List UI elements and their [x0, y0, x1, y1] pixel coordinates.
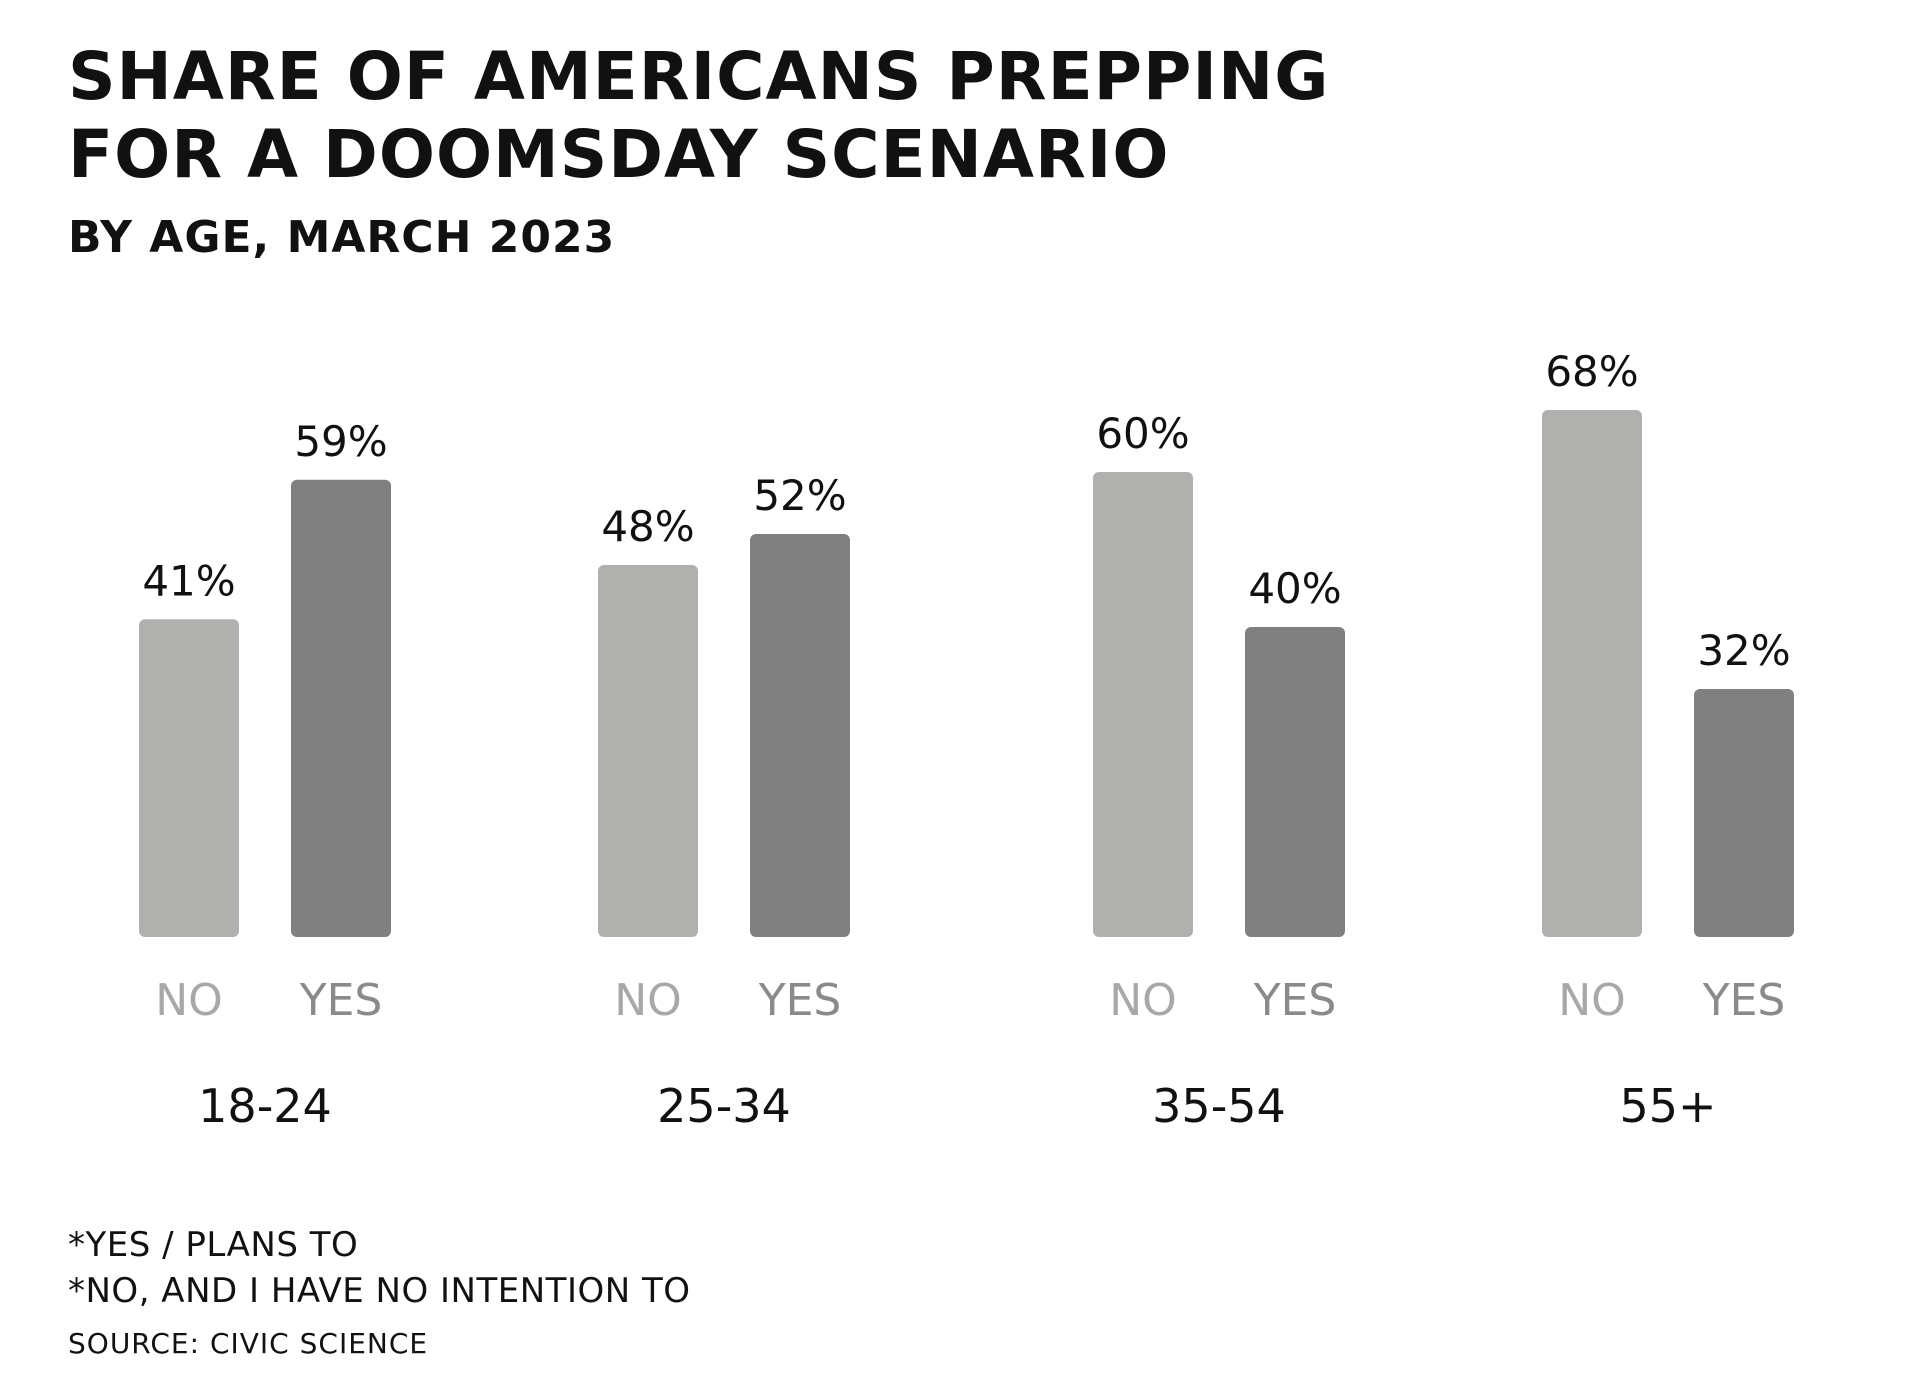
bar-yes-25-34	[750, 534, 850, 937]
chart-title: SHARE OF AMERICANS PREPPING FOR A DOOMSD…	[68, 38, 1330, 193]
series-label-yes-18-24: YES	[299, 975, 383, 1026]
series-label-no-25-34: NO	[614, 975, 682, 1026]
bar-no-55+	[1542, 410, 1642, 937]
data-label-yes-25-34: 52%	[753, 471, 846, 520]
footnotes: *YES / PLANS TO *NO, AND I HAVE NO INTEN…	[68, 1222, 691, 1314]
series-label-no-35-54: NO	[1109, 975, 1177, 1026]
bar-yes-35-54	[1245, 627, 1345, 937]
data-label-no-55+: 68%	[1545, 347, 1638, 396]
series-label-no-55+: NO	[1558, 975, 1626, 1026]
category-label-55+: 55+	[1619, 1079, 1716, 1133]
category-label-25-34: 25-34	[657, 1079, 791, 1133]
series-label-yes-55+: YES	[1702, 975, 1786, 1026]
series-label-no-18-24: NO	[155, 975, 223, 1026]
data-label-yes-35-54: 40%	[1248, 564, 1341, 613]
data-label-no-25-34: 48%	[601, 502, 694, 551]
chart-subtitle: BY AGE, MARCH 2023	[68, 212, 616, 263]
category-label-18-24: 18-24	[198, 1079, 332, 1133]
category-label-35-54: 35-54	[1152, 1079, 1286, 1133]
series-label-yes-25-34: YES	[758, 975, 842, 1026]
footnote-yes: *YES / PLANS TO	[68, 1225, 359, 1265]
footnote-no: *NO, AND I HAVE NO INTENTION TO	[68, 1271, 691, 1311]
data-label-no-18-24: 41%	[142, 556, 235, 605]
source-note: SOURCE: CIVIC SCIENCE	[68, 1327, 429, 1360]
bar-no-35-54	[1093, 472, 1193, 937]
bar-yes-18-24	[291, 479, 391, 937]
data-label-yes-55+: 32%	[1697, 626, 1790, 675]
bar-no-18-24	[139, 619, 239, 937]
bar-no-25-34	[598, 565, 698, 937]
data-label-yes-18-24: 59%	[294, 417, 387, 466]
series-label-yes-35-54: YES	[1253, 975, 1337, 1026]
bar-yes-55+	[1694, 689, 1794, 937]
data-label-no-35-54: 60%	[1096, 409, 1189, 458]
